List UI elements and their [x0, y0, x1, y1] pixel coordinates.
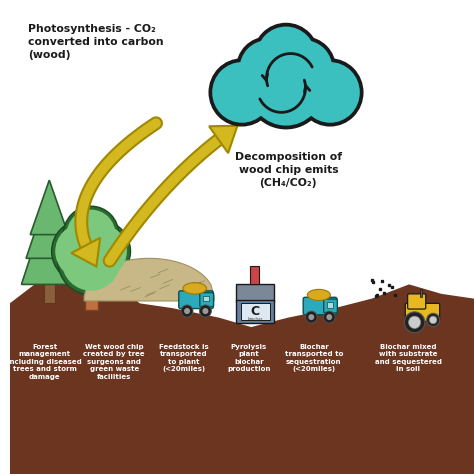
Circle shape: [429, 316, 437, 324]
Bar: [237, 300, 274, 323]
Text: C: C: [251, 305, 260, 318]
Circle shape: [427, 313, 440, 327]
Circle shape: [273, 36, 336, 101]
Polygon shape: [209, 126, 237, 153]
Circle shape: [66, 210, 116, 260]
Circle shape: [58, 227, 125, 295]
Circle shape: [297, 58, 364, 127]
Circle shape: [239, 40, 295, 97]
Bar: [250, 266, 259, 284]
Polygon shape: [30, 180, 68, 235]
Bar: [237, 284, 274, 302]
Ellipse shape: [307, 289, 330, 301]
Circle shape: [62, 231, 120, 291]
Circle shape: [404, 312, 425, 333]
Bar: [327, 302, 333, 308]
Text: Feedstock is
transported
to plant
(<20miles): Feedstock is transported to plant (<20mi…: [159, 344, 209, 372]
Circle shape: [409, 316, 420, 328]
Circle shape: [209, 58, 275, 127]
Circle shape: [212, 62, 272, 123]
Circle shape: [309, 314, 314, 320]
Circle shape: [277, 40, 332, 97]
Text: Biochar mixed
with substrate
and sequestered
in soil: Biochar mixed with substrate and sequest…: [374, 344, 442, 372]
Circle shape: [202, 308, 209, 314]
Text: Decomposition of
wood chip emits
(CH₄/CO₂): Decomposition of wood chip emits (CH₄/CO…: [235, 152, 342, 188]
Text: Pyrolysis
plant
biochar
production: Pyrolysis plant biochar production: [227, 344, 271, 372]
Circle shape: [63, 206, 119, 263]
FancyBboxPatch shape: [405, 303, 440, 321]
FancyBboxPatch shape: [408, 294, 426, 309]
Polygon shape: [84, 258, 214, 301]
Ellipse shape: [183, 283, 207, 294]
Circle shape: [52, 220, 112, 282]
Circle shape: [249, 50, 323, 126]
Circle shape: [181, 305, 193, 317]
Bar: [419, 289, 422, 297]
Circle shape: [305, 311, 317, 323]
Polygon shape: [21, 199, 77, 284]
FancyBboxPatch shape: [179, 291, 213, 309]
Text: biochar: biochar: [248, 317, 263, 320]
Polygon shape: [71, 238, 100, 266]
Circle shape: [55, 224, 109, 278]
Circle shape: [256, 27, 316, 87]
Text: Wet wood chip
created by tree
surgeons and
green waste
facilities: Wet wood chip created by tree surgeons a…: [83, 344, 145, 380]
FancyBboxPatch shape: [324, 299, 337, 313]
Circle shape: [236, 36, 299, 101]
Text: Forest
management
including diseased
trees and storm
damage: Forest management including diseased tre…: [7, 344, 82, 380]
Circle shape: [74, 224, 127, 278]
Polygon shape: [26, 190, 73, 258]
Ellipse shape: [82, 274, 100, 285]
Circle shape: [301, 62, 360, 123]
Polygon shape: [10, 384, 474, 474]
Circle shape: [326, 314, 332, 320]
Polygon shape: [10, 265, 474, 474]
Bar: [203, 296, 209, 301]
FancyBboxPatch shape: [303, 297, 337, 315]
FancyBboxPatch shape: [200, 292, 214, 307]
Text: Photosynthesis - CO₂
converted into carbon
(wood): Photosynthesis - CO₂ converted into carb…: [28, 24, 164, 60]
Circle shape: [253, 23, 319, 91]
Circle shape: [184, 308, 190, 314]
Text: Biochar
transported to
sequestration
(<20miles): Biochar transported to sequestration (<2…: [285, 344, 343, 372]
Circle shape: [245, 46, 327, 129]
Circle shape: [200, 305, 211, 317]
Bar: [44, 280, 55, 303]
Circle shape: [70, 220, 130, 282]
Bar: [241, 303, 270, 320]
Bar: [84, 280, 98, 310]
Circle shape: [323, 311, 335, 323]
